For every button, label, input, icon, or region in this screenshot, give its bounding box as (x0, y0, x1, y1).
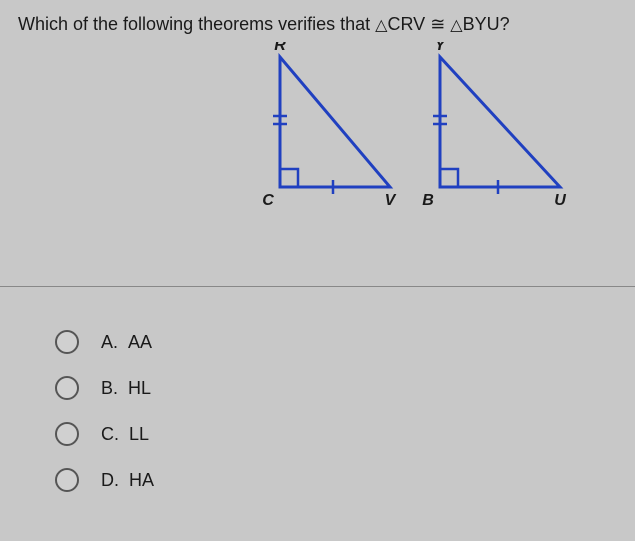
congruent-symbol: ≅ (430, 14, 445, 34)
option-a-label: A. AA (101, 332, 152, 353)
triangle-byu: Y B U (422, 42, 566, 209)
triangle-crv: R C V (262, 42, 396, 209)
radio-circle-icon[interactable] (55, 376, 79, 400)
question-tri1: CRV (387, 14, 425, 34)
svg-text:U: U (554, 192, 566, 209)
radio-circle-icon[interactable] (55, 468, 79, 492)
radio-circle-icon[interactable] (55, 422, 79, 446)
diagram-area: R C V Y B U (0, 42, 635, 242)
option-b-label: B. HL (101, 378, 151, 399)
answers-area: A. AA B. HL C. LL D. HA (55, 330, 154, 514)
question-text: Which of the following theorems verifies… (18, 12, 617, 37)
svg-text:C: C (262, 192, 274, 209)
svg-text:Y: Y (435, 42, 447, 54)
question-tri2: BYU? (463, 14, 510, 34)
option-d[interactable]: D. HA (55, 468, 154, 492)
divider-line (0, 286, 635, 287)
question-prefix: Which of the following theorems verifies… (18, 14, 375, 34)
svg-text:B: B (422, 192, 434, 209)
option-a[interactable]: A. AA (55, 330, 154, 354)
question-area: Which of the following theorems verifies… (0, 0, 635, 37)
triangles-diagram: R C V Y B U (0, 42, 635, 242)
svg-text:R: R (274, 42, 286, 54)
option-d-label: D. HA (101, 470, 154, 491)
option-c[interactable]: C. LL (55, 422, 154, 446)
option-b[interactable]: B. HL (55, 376, 154, 400)
triangle-glyph-1: △ (375, 15, 387, 37)
triangle-glyph-2: △ (450, 15, 462, 37)
option-c-label: C. LL (101, 424, 149, 445)
svg-text:V: V (385, 192, 397, 209)
radio-circle-icon[interactable] (55, 330, 79, 354)
